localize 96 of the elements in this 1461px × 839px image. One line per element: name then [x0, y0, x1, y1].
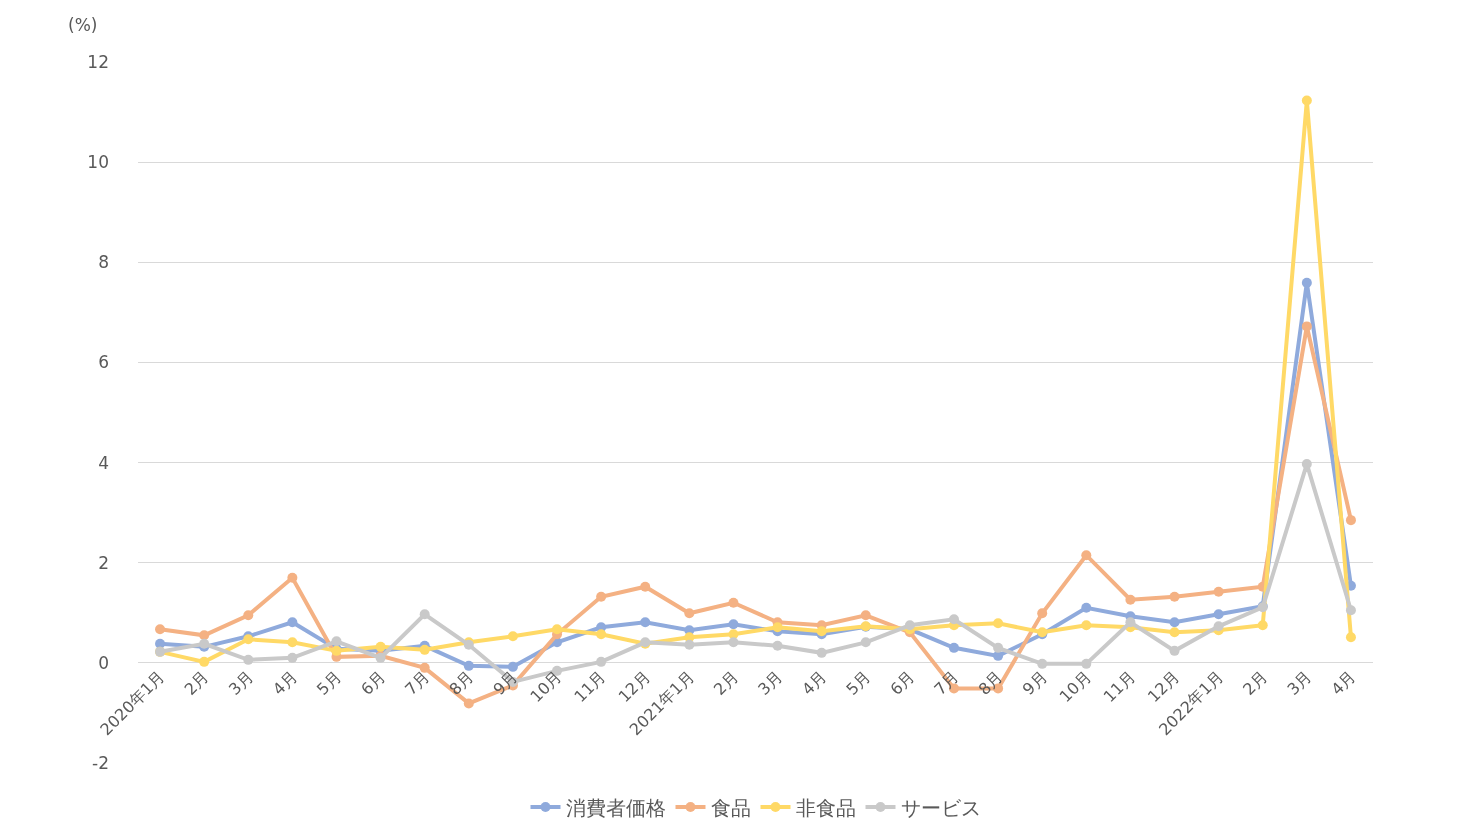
point	[1169, 645, 1180, 656]
point	[1345, 515, 1356, 526]
y-tick-label: 0	[98, 652, 109, 673]
point	[1345, 632, 1356, 643]
point	[507, 631, 518, 642]
point	[552, 624, 563, 635]
point	[1213, 621, 1224, 632]
point	[728, 597, 739, 608]
x-tick-label: 7月	[930, 666, 963, 699]
point	[1301, 95, 1312, 106]
point	[1125, 594, 1136, 605]
x-tick-label: 2月	[180, 666, 213, 699]
point	[993, 618, 1004, 629]
point	[640, 581, 651, 592]
x-tick-label: 6月	[357, 666, 390, 699]
point	[1301, 277, 1312, 288]
x-tick-label: 2月	[709, 666, 742, 699]
x-tick-label: 4月	[1327, 666, 1360, 699]
point	[1301, 321, 1312, 332]
point	[948, 614, 959, 625]
point	[1213, 586, 1224, 597]
point	[728, 637, 739, 648]
y-tick-label: 6	[98, 352, 109, 373]
legend-label: 食品	[710, 795, 751, 820]
x-tick-label: 5月	[842, 666, 875, 699]
y-axis-title: (%)	[68, 15, 98, 35]
point	[1213, 609, 1224, 620]
point	[772, 622, 783, 633]
point	[816, 647, 827, 658]
point	[1081, 620, 1092, 631]
point	[1169, 591, 1180, 602]
y-tick-label: -2	[92, 752, 109, 773]
legend-label: 非食品	[795, 795, 856, 820]
point	[596, 629, 607, 640]
point	[684, 639, 695, 650]
x-tick-label: 10月	[1055, 666, 1095, 707]
point	[948, 642, 959, 653]
legend-label: サービス	[900, 795, 981, 820]
x-tick-label: 2月	[1239, 666, 1272, 699]
point	[419, 609, 430, 620]
x-tick-label: 9月	[1018, 666, 1051, 699]
point	[1345, 605, 1356, 616]
x-tick-label: 4月	[268, 666, 301, 699]
point	[419, 644, 430, 655]
point	[1169, 627, 1180, 638]
x-tick-label: 3月	[1283, 666, 1316, 699]
point	[596, 656, 607, 667]
point	[287, 637, 298, 648]
point	[507, 661, 518, 672]
point	[155, 624, 166, 635]
point	[1257, 620, 1268, 631]
x-tick-label: 11月	[570, 666, 610, 707]
x-tick-label: 9月	[489, 666, 522, 699]
point	[860, 637, 871, 648]
point	[860, 610, 871, 621]
x-tick-label: 3月	[224, 666, 257, 699]
x-tick-label: 5月	[313, 666, 345, 699]
point	[1081, 602, 1092, 613]
point	[728, 619, 739, 630]
point	[904, 620, 915, 631]
y-tick-label: 8	[98, 252, 109, 273]
x-tick-label: 3月	[754, 666, 787, 699]
point	[287, 652, 298, 663]
x-tick-label: 10月	[526, 666, 566, 707]
x-tick-label: 11月	[1099, 666, 1139, 707]
point	[287, 572, 298, 583]
point	[287, 617, 298, 628]
point	[1037, 658, 1048, 669]
point	[1169, 617, 1180, 628]
x-tick-label: 7月	[401, 666, 434, 699]
point	[684, 608, 695, 619]
y-tick-label: 10	[87, 152, 109, 173]
point	[772, 640, 783, 651]
point	[243, 610, 254, 621]
point	[331, 636, 342, 647]
y-tick-label: 2	[98, 552, 109, 573]
point	[463, 660, 474, 671]
point	[1081, 550, 1092, 561]
x-tick-label: 4月	[798, 666, 831, 699]
y-tick-label: 4	[98, 452, 109, 473]
point	[199, 656, 210, 667]
point	[596, 591, 607, 602]
x-tick-label: 8月	[974, 666, 1007, 699]
point	[1081, 658, 1092, 669]
point	[1125, 617, 1136, 628]
point	[1037, 608, 1048, 619]
legend-label: 消費者価格	[565, 795, 666, 820]
point	[993, 642, 1004, 653]
point	[640, 617, 651, 628]
y-tick-label: 12	[87, 51, 109, 72]
x-tick-label: 8月	[445, 666, 478, 699]
point	[375, 641, 386, 652]
point	[463, 698, 474, 709]
point	[243, 654, 254, 665]
x-tick-label: 6月	[886, 666, 919, 699]
point	[199, 630, 210, 641]
